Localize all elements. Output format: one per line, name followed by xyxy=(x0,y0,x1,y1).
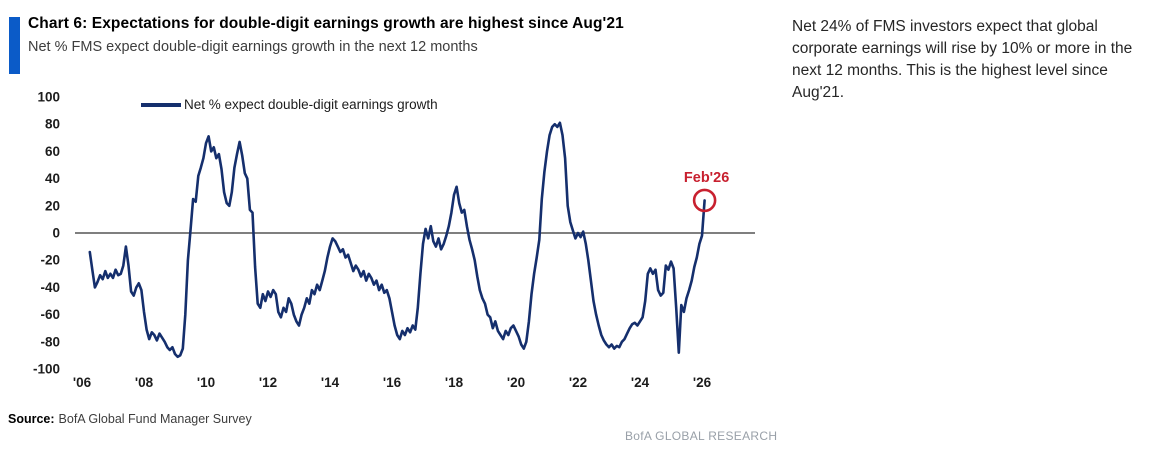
x-tick-label: '18 xyxy=(445,375,464,390)
source-line: Source: BofA Global Fund Manager Survey xyxy=(8,412,252,426)
x-tick-label: '26 xyxy=(693,375,712,390)
brand-text: BofA GLOBAL RESEARCH xyxy=(625,429,778,443)
accent-bar xyxy=(9,17,20,74)
x-tick-label: '10 xyxy=(197,375,215,390)
y-tick-label: -80 xyxy=(40,334,60,349)
y-tick-label: 100 xyxy=(37,90,60,105)
series-line xyxy=(88,121,706,359)
y-tick-label: -20 xyxy=(40,253,60,268)
y-tick-label: 60 xyxy=(45,144,60,159)
y-tick-label: -100 xyxy=(33,362,60,377)
source-text: BofA Global Fund Manager Survey xyxy=(58,412,252,426)
y-tick-label: 80 xyxy=(45,117,60,132)
x-tick-label: '20 xyxy=(507,375,525,390)
x-tick-label: '06 xyxy=(73,375,92,390)
x-tick-label: '08 xyxy=(135,375,154,390)
commentary-text: Net 24% of FMS investors expect that glo… xyxy=(792,18,1133,102)
x-tick-label: '24 xyxy=(631,375,650,390)
annotation-label: Feb'26 xyxy=(684,170,729,186)
annotation-circle xyxy=(692,188,717,213)
chart-title: Chart 6: Expectations for double-digit e… xyxy=(28,15,624,32)
y-tick-label: 0 xyxy=(52,226,60,241)
x-tick-label: '12 xyxy=(259,375,277,390)
y-tick-label: -40 xyxy=(40,280,60,295)
y-tick-label: 40 xyxy=(45,171,60,186)
x-tick-label: '22 xyxy=(569,375,587,390)
earnings-growth-line-chart: 100 80 60 40 20 0 -20 -40 -60 -80 -100 '06 '08 '10 '12… xyxy=(33,90,755,390)
legend-label: Net % expect double-digit earnings growt… xyxy=(184,97,438,112)
chart-legend: Net % expect double-digit earnings growt… xyxy=(141,97,438,112)
y-tick-label: -60 xyxy=(40,307,60,322)
source-label: Source: xyxy=(8,412,55,426)
legend-line-swatch xyxy=(141,102,181,107)
x-tick-label: '14 xyxy=(321,375,340,390)
x-tick-label: '16 xyxy=(383,375,402,390)
y-tick-label: 20 xyxy=(45,198,60,213)
chart-subtitle: Net % FMS expect double-digit earnings g… xyxy=(28,39,478,55)
